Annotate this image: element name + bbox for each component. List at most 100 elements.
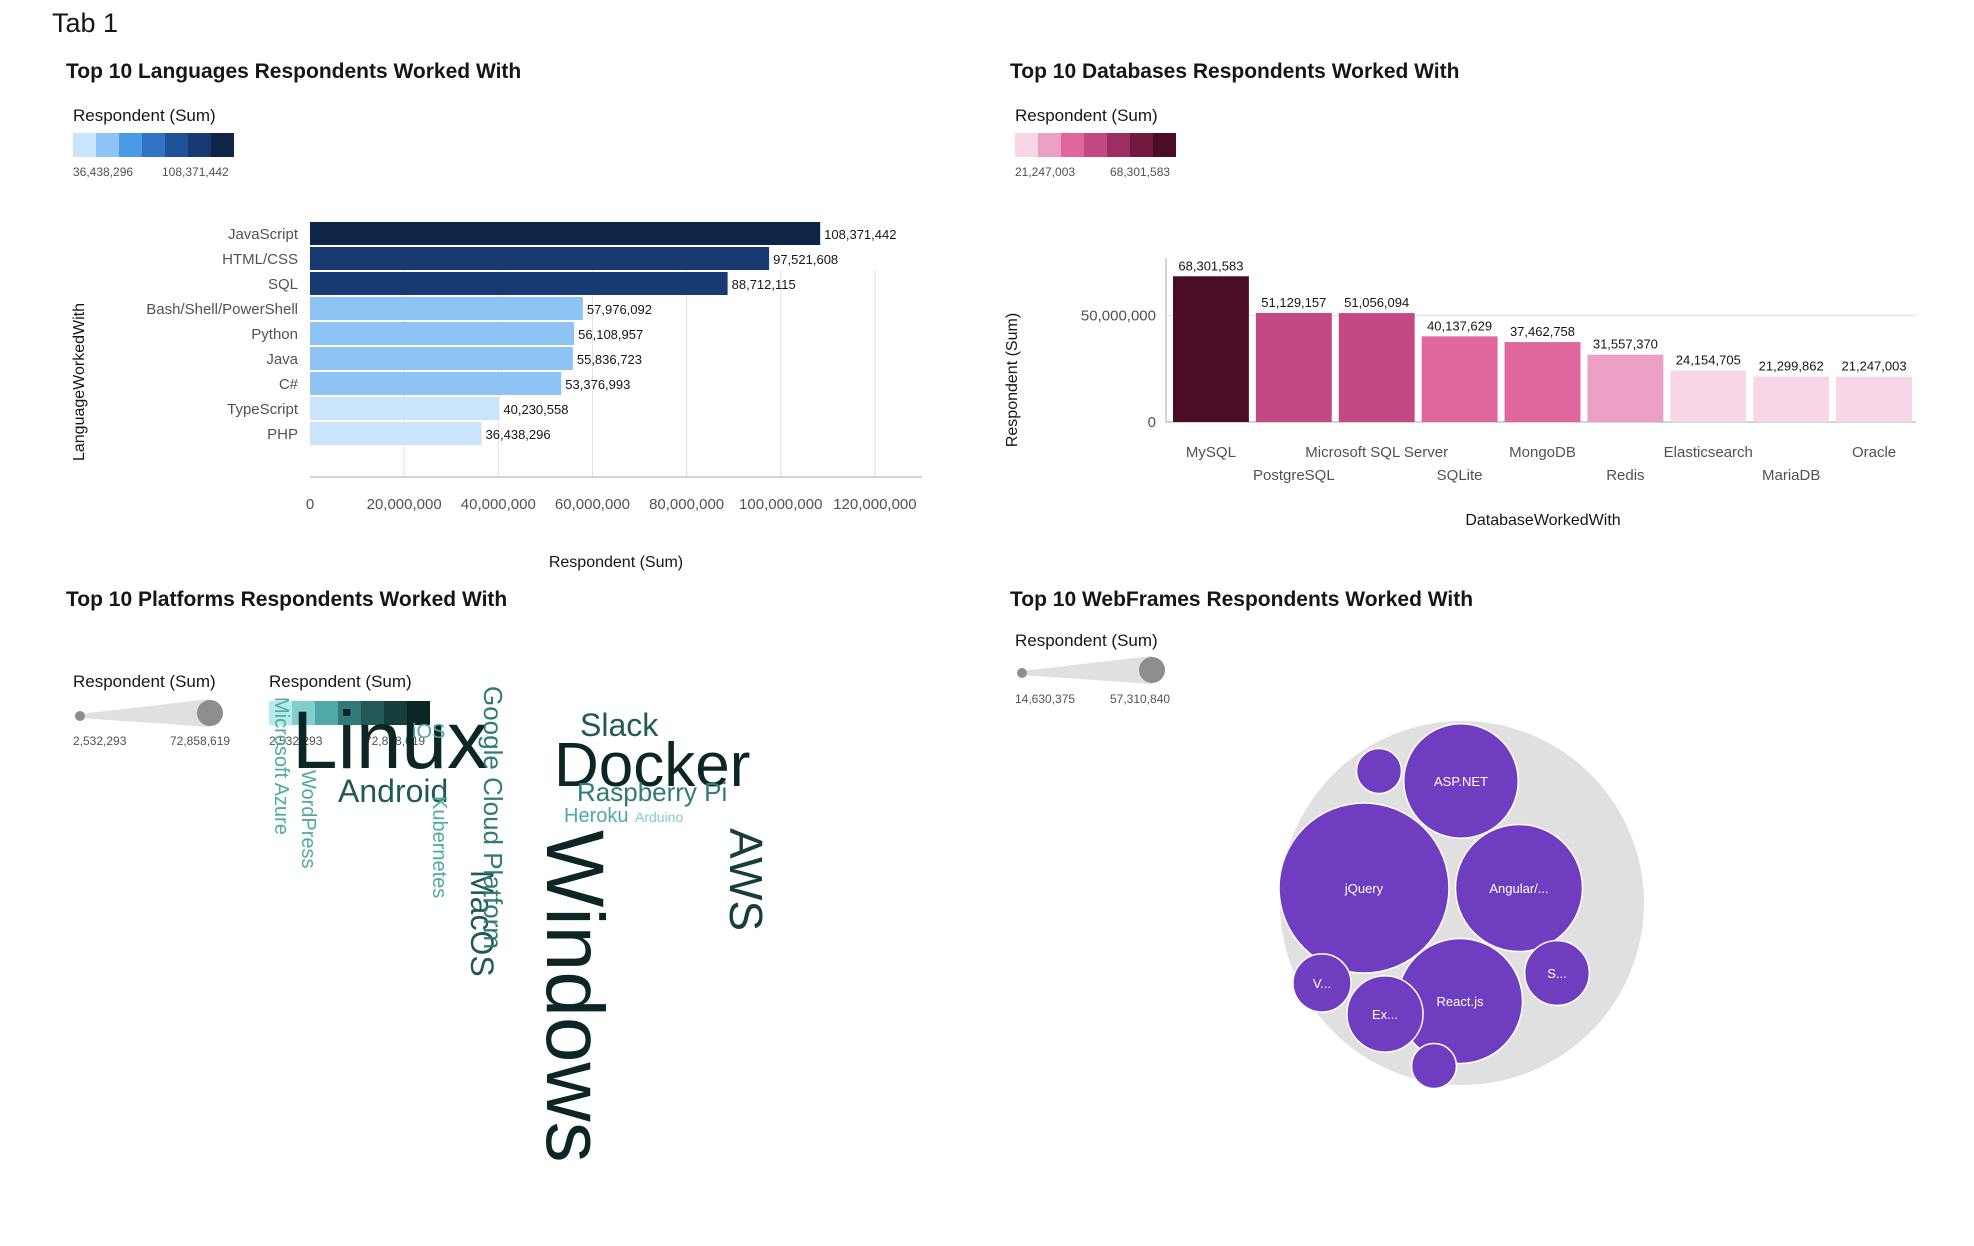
word-cloud-word[interactable]: Slack (580, 707, 659, 743)
platforms-color-legend-title: Respondent (Sum) (269, 672, 412, 691)
databases-category-label: Redis (1606, 467, 1644, 484)
word-cloud-word[interactable]: Android (338, 773, 448, 809)
word-cloud-word[interactable]: MacOS (464, 870, 500, 977)
databases-value-label: 40,137,629 (1427, 318, 1492, 333)
databases-bar[interactable] (1421, 336, 1498, 422)
word-cloud-word[interactable]: Google Cloud Platform (478, 686, 508, 949)
bubble[interactable] (1355, 747, 1403, 795)
databases-category-label: PostgreSQL (1253, 467, 1335, 484)
languages-color-legend (73, 133, 234, 157)
languages-legend-max: 108,371,442 (162, 165, 229, 179)
platforms-legend-swatch (338, 701, 361, 725)
languages-y-axis-title: LanguageWorkedWith (71, 303, 88, 461)
languages-legend-swatch (188, 133, 211, 157)
databases-category-label: Oracle (1852, 444, 1896, 461)
languages-x-tick-label: 120,000,000 (833, 496, 916, 513)
bubble-label: S... (1547, 966, 1567, 981)
languages-x-tick-label: 40,000,000 (461, 496, 536, 513)
databases-bar[interactable] (1173, 276, 1249, 422)
languages-category-label: JavaScript (228, 226, 299, 243)
databases-bar[interactable] (1504, 342, 1581, 422)
databases-value-label: 51,056,094 (1344, 295, 1409, 310)
languages-bar[interactable] (310, 422, 482, 445)
platforms-size-legend-max: 72,858,619 (170, 734, 231, 748)
databases-value-label: 68,301,583 (1178, 258, 1243, 273)
databases-legend-swatch (1015, 133, 1038, 157)
webframes-legend-min: 14,630,375 (1015, 692, 1076, 706)
databases-value-label: 24,154,705 (1676, 352, 1741, 367)
languages-x-axis-title: Respondent (Sum) (549, 554, 683, 571)
databases-value-label: 37,462,758 (1510, 324, 1575, 339)
word-cloud-word[interactable]: Microsoft Azure (270, 697, 292, 835)
databases-bar[interactable] (1587, 354, 1664, 422)
bubble[interactable] (1402, 722, 1520, 840)
databases-value-label: 21,247,003 (1842, 359, 1907, 374)
languages-bar[interactable] (310, 272, 728, 295)
languages-legend-swatch (211, 133, 234, 157)
languages-panel: Top 10 Languages Respondents Worked With… (50, 50, 990, 571)
languages-legend-swatch (142, 133, 165, 157)
word-cloud-word[interactable]: Docker (554, 731, 750, 800)
languages-bar[interactable] (310, 322, 575, 345)
languages-bar[interactable] (310, 347, 573, 370)
databases-legend-swatch (1107, 133, 1130, 157)
languages-value-label: 55,836,723 (577, 352, 642, 367)
webframes-chart-title: Top 10 WebFrames Respondents Worked With (1010, 588, 1474, 611)
databases-category-label: MongoDB (1509, 444, 1576, 461)
languages-bar[interactable] (310, 222, 821, 245)
word-cloud-word[interactable]: Heroku (564, 805, 628, 827)
languages-bar[interactable] (310, 247, 770, 270)
databases-bar[interactable] (1670, 370, 1747, 422)
bubble[interactable] (1278, 802, 1450, 974)
databases-bar[interactable] (1255, 312, 1332, 422)
platforms-color-legend-min: 2,532,293 (269, 734, 323, 748)
databases-bar[interactable] (1753, 376, 1830, 422)
databases-bar[interactable] (1338, 313, 1415, 422)
word-cloud-word[interactable]: iOS (412, 721, 445, 743)
languages-value-label: 36,438,296 (486, 427, 551, 442)
bubble-label: ASP.NET (1434, 774, 1488, 789)
platforms-color-legend-max: 72,858,619 (365, 734, 426, 748)
platforms-legend-swatch (269, 701, 292, 725)
tab-title[interactable]: Tab 1 (52, 8, 119, 38)
languages-value-label: 88,712,115 (732, 277, 796, 292)
platforms-size-legend-min: 2,532,293 (73, 734, 127, 748)
languages-x-tick-label: 60,000,000 (555, 496, 630, 513)
languages-bar[interactable] (310, 397, 500, 420)
bubble[interactable] (1410, 1042, 1458, 1090)
word-cloud-word[interactable]: AWS (720, 828, 772, 931)
languages-category-label: Bash/Shell/PowerShell (146, 301, 298, 318)
databases-value-label: 31,557,370 (1593, 337, 1658, 352)
platforms-legend-swatch (315, 701, 338, 725)
languages-x-tick-label: 0 (306, 496, 314, 513)
bubble[interactable] (1346, 975, 1424, 1053)
bubble-label: jQuery (1344, 881, 1384, 896)
languages-value-label: 57,976,092 (587, 302, 652, 317)
word-cloud-word[interactable]: WordPress (297, 770, 319, 869)
webframes-legend-max: 57,310,840 (1110, 692, 1171, 706)
word-cloud-word[interactable]: Linux (292, 695, 488, 786)
webframes-legend-title: Respondent (Sum) (1015, 631, 1158, 650)
databases-bar[interactable] (1836, 376, 1912, 422)
databases-value-label: 21,299,862 (1759, 359, 1824, 374)
platforms-legend-swatch (292, 701, 315, 725)
bubble-label: Ex... (1372, 1007, 1398, 1022)
databases-bar-chart: 0 50,000,000 68,301,583 MySQL 51,129,157 Post… (1004, 258, 1916, 529)
word-cloud-word[interactable]: Windows (529, 830, 620, 1163)
databases-legend-swatch (1061, 133, 1084, 157)
word-cloud-word[interactable]: Arduino (635, 809, 683, 825)
platforms-legend-swatch (361, 701, 384, 725)
bubble[interactable] (1292, 953, 1352, 1013)
languages-bar-chart: JavaScript 108,371,442 HTML/CSS 97,521,608 S… (71, 222, 922, 571)
languages-bar[interactable] (310, 297, 583, 320)
languages-bar[interactable] (310, 372, 562, 395)
databases-legend-swatch (1038, 133, 1061, 157)
word-cloud-word[interactable]: Raspberry Pi (577, 777, 727, 807)
bubble[interactable] (1454, 823, 1584, 953)
webframes-panel: Top 10 WebFrames Respondents Worked With… (994, 578, 1924, 1098)
webframes-bubble-chart: jQuery React.js Angular/... ASP.NET Ex... S..… (1278, 721, 1644, 1090)
bubble-label: React.js (1437, 994, 1484, 1009)
word-cloud-word[interactable]: Kubernetes (428, 796, 450, 898)
databases-legend-swatch (1084, 133, 1107, 157)
bubble[interactable] (1523, 939, 1591, 1007)
